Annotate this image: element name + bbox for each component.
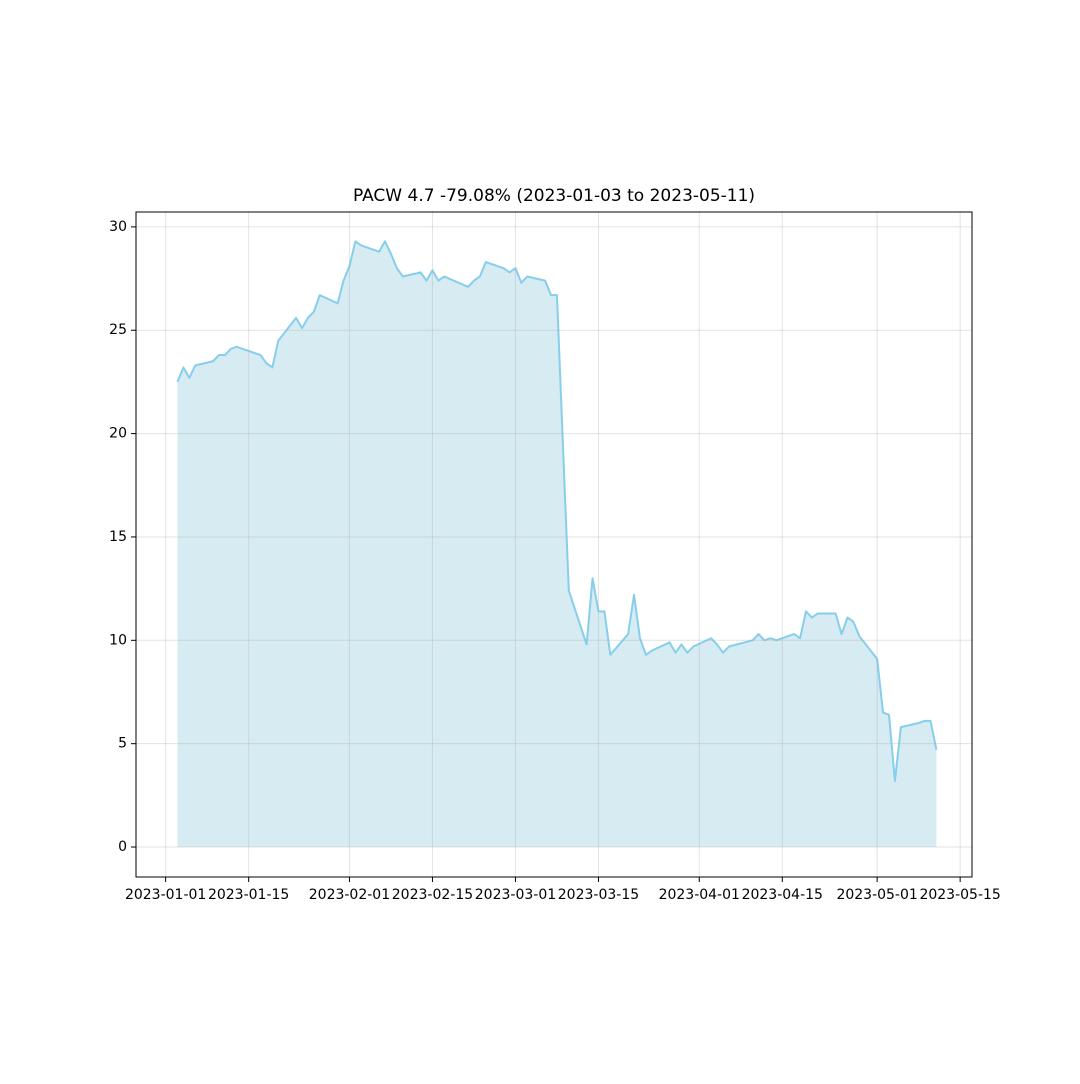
y-tick-label: 5: [118, 736, 127, 752]
x-tick-label: 2023-03-15: [558, 887, 639, 903]
y-tick-label: 30: [109, 219, 127, 235]
x-tick-label: 2023-05-15: [919, 887, 1000, 903]
y-tick-label: 25: [109, 322, 127, 338]
y-tick-label: 0: [118, 839, 127, 855]
x-tick-label: 2023-03-01: [475, 887, 556, 903]
y-tick-label: 10: [109, 632, 127, 648]
chart-title: PACW 4.7 -79.08% (2023-01-03 to 2023-05-…: [353, 186, 755, 206]
x-tick-label: 2023-01-15: [208, 887, 289, 903]
x-tick-label: 2023-05-01: [836, 887, 917, 903]
plot-frame: [135, 211, 973, 878]
area-fill: [177, 241, 937, 848]
x-tick-label: 2023-02-01: [309, 887, 390, 903]
line: [176, 240, 938, 782]
x-tick-label: 2023-04-01: [659, 887, 740, 903]
x-tick-label: 2023-04-15: [742, 887, 823, 903]
y-tick-label: 15: [109, 529, 127, 545]
x-tick-label: 2023-02-15: [392, 887, 473, 903]
x-tick-label: 2023-01-01: [125, 887, 206, 903]
y-tick-label: 20: [109, 426, 127, 442]
